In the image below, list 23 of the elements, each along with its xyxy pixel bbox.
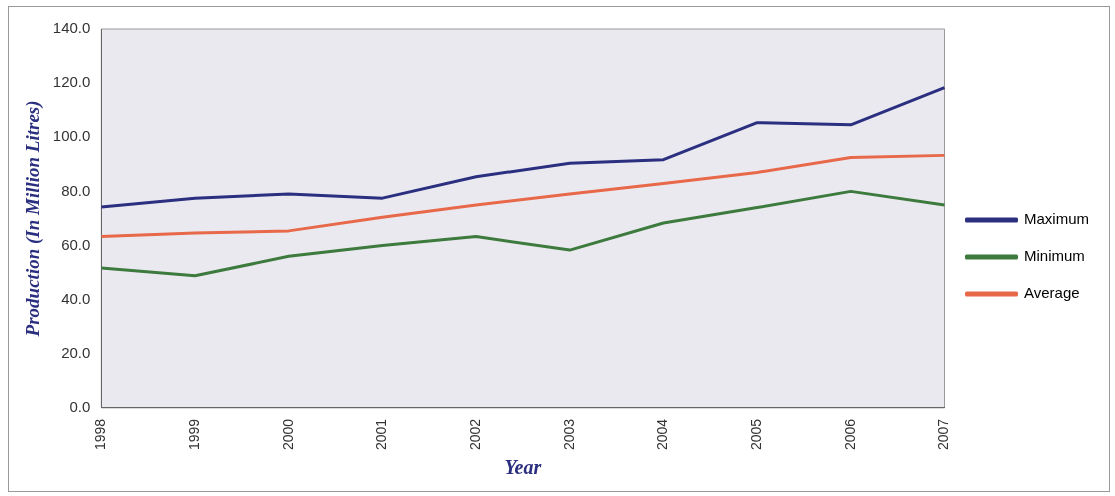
x-tick-label: 2006 <box>841 418 858 451</box>
y-tick-label: 80.0 <box>61 181 91 199</box>
y-axis-title: Production (In Million Litres) <box>22 100 45 338</box>
y-tick-label: 0.0 <box>69 398 91 415</box>
x-tick-label: 2005 <box>747 418 764 451</box>
y-tick-label: 100.0 <box>52 127 91 145</box>
legend-label: Minimum <box>1024 247 1085 265</box>
y-tick-label: 40.0 <box>61 289 91 307</box>
y-tick-label: 120.0 <box>52 73 91 91</box>
x-tick-label: 1999 <box>185 418 202 451</box>
y-tick-label: 140.0 <box>52 19 91 37</box>
y-tick-label: 60.0 <box>61 235 91 253</box>
x-tick-label: 2000 <box>279 418 296 451</box>
x-tick-label: 2002 <box>466 418 483 451</box>
x-tick-label: 1998 <box>92 418 109 451</box>
y-tick-label: 20.0 <box>61 343 91 361</box>
x-tick-label: 2001 <box>373 418 390 451</box>
x-tick-label: 2004 <box>654 418 671 451</box>
x-axis-title: Year <box>504 456 542 479</box>
legend-label: Maximum <box>1024 210 1090 228</box>
x-tick-label: 2003 <box>560 418 577 451</box>
x-tick-label: 2007 <box>935 418 952 451</box>
legend-label: Average <box>1024 284 1080 302</box>
